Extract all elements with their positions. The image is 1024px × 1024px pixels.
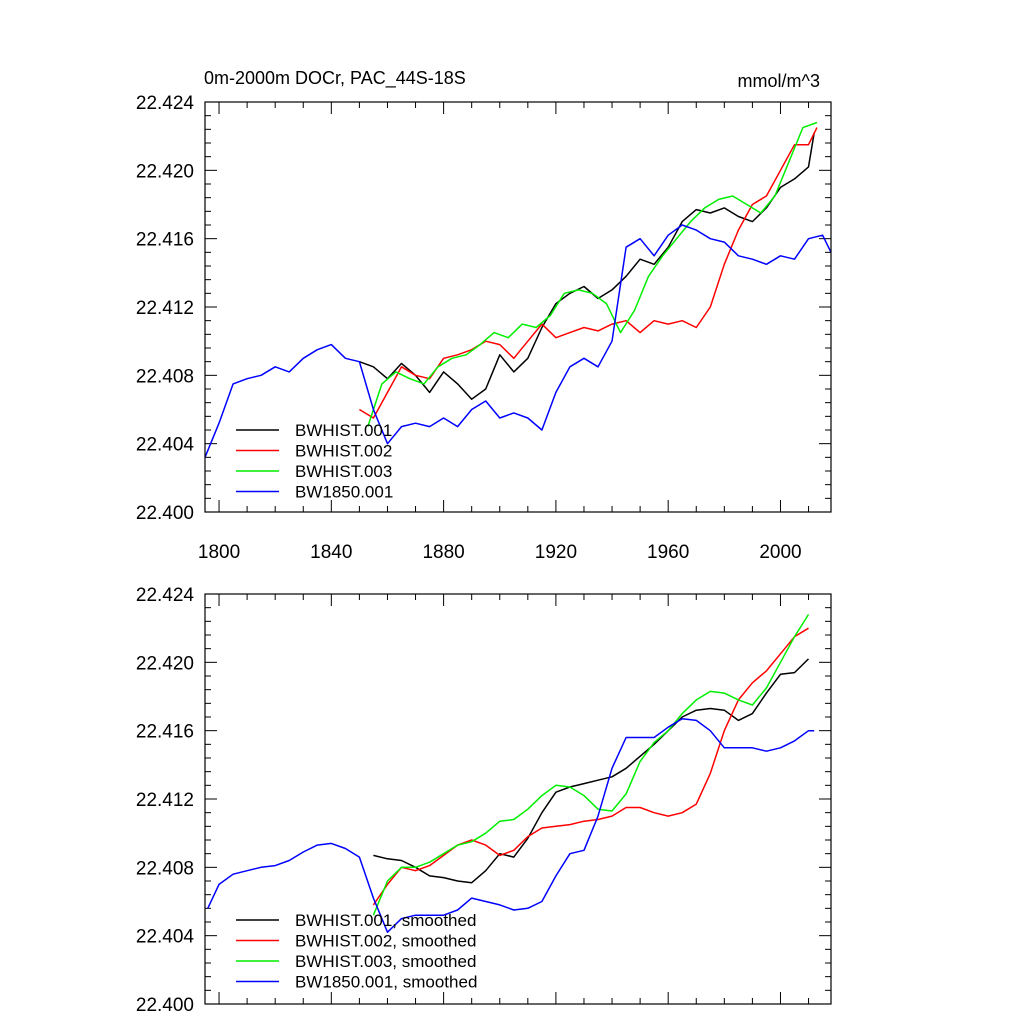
legend-entry: BWHIST.003 xyxy=(295,462,392,481)
bottom-panel-series xyxy=(207,614,815,933)
y-tick-label: 22.420 xyxy=(136,161,194,182)
y-tick-label: 22.416 xyxy=(136,230,194,251)
series-line-2 xyxy=(367,121,818,427)
y-tick-label: 22.400 xyxy=(136,503,194,524)
y-tick-label: 22.408 xyxy=(136,858,194,879)
series-line-1 xyxy=(372,627,809,906)
x-tick-label: 1840 xyxy=(310,542,352,563)
x-tick-label: 2000 xyxy=(759,542,801,563)
bottom-panel: 22.400 22.404 22.408 22.412 22.416 22.420 22.4… xyxy=(136,585,832,1016)
legend-entry: BWHIST.001, smoothed xyxy=(295,911,476,930)
y-tick-label: 22.424 xyxy=(136,585,195,606)
top-panel-ticks: 22.400 22.404 22.408 22.412 22.416 22.420 22.4… xyxy=(136,93,831,563)
bottom-panel-legend: BWHIST.001, smoothed BWHIST.002, smoothed… xyxy=(236,911,477,992)
legend-entry: BWHIST.002, smoothed xyxy=(295,932,476,951)
legend-entry: BWHIST.001 xyxy=(295,421,392,440)
y-tick-label: 22.408 xyxy=(136,366,194,387)
series-line-0 xyxy=(373,658,810,884)
legend-entry: BWHIST.003, smoothed xyxy=(295,952,476,971)
y-tick-label: 22.416 xyxy=(136,722,194,743)
top-panel-series xyxy=(204,121,832,458)
y-tick-label: 22.424 xyxy=(136,93,195,114)
bottom-panel-ticks: 22.400 22.404 22.408 22.412 22.416 22.420 22.4… xyxy=(136,585,831,1016)
x-tick-label: 1800 xyxy=(198,542,240,563)
bottom-panel-frame xyxy=(204,593,832,1005)
top-panel-units: mmol/m^3 xyxy=(738,71,820,91)
y-tick-label: 22.404 xyxy=(136,927,195,948)
series-line-1 xyxy=(359,127,818,419)
legend-entry: BWHIST.002 xyxy=(295,442,392,461)
x-tick-label: 1880 xyxy=(422,542,464,563)
legend-entry: BW1850.001, smoothed xyxy=(295,973,477,992)
x-tick-label: 1960 xyxy=(647,542,689,563)
y-tick-label: 22.412 xyxy=(136,790,194,811)
series-line-3 xyxy=(204,224,832,458)
top-panel-title: 0m-2000m DOCr, PAC_44S-18S xyxy=(204,68,466,89)
top-panel: 0m-2000m DOCr, PAC_44S-18S mmol/m^3 22.4… xyxy=(136,68,832,563)
top-panel-frame xyxy=(204,101,832,513)
y-tick-label: 22.400 xyxy=(136,995,194,1016)
y-tick-label: 22.420 xyxy=(136,653,194,674)
series-line-2 xyxy=(372,614,810,916)
series-line-3 xyxy=(207,717,815,933)
legend-entry: BW1850.001 xyxy=(295,483,393,502)
y-tick-label: 22.412 xyxy=(136,298,194,319)
x-tick-label: 1920 xyxy=(535,542,577,563)
y-tick-label: 22.404 xyxy=(136,435,195,456)
